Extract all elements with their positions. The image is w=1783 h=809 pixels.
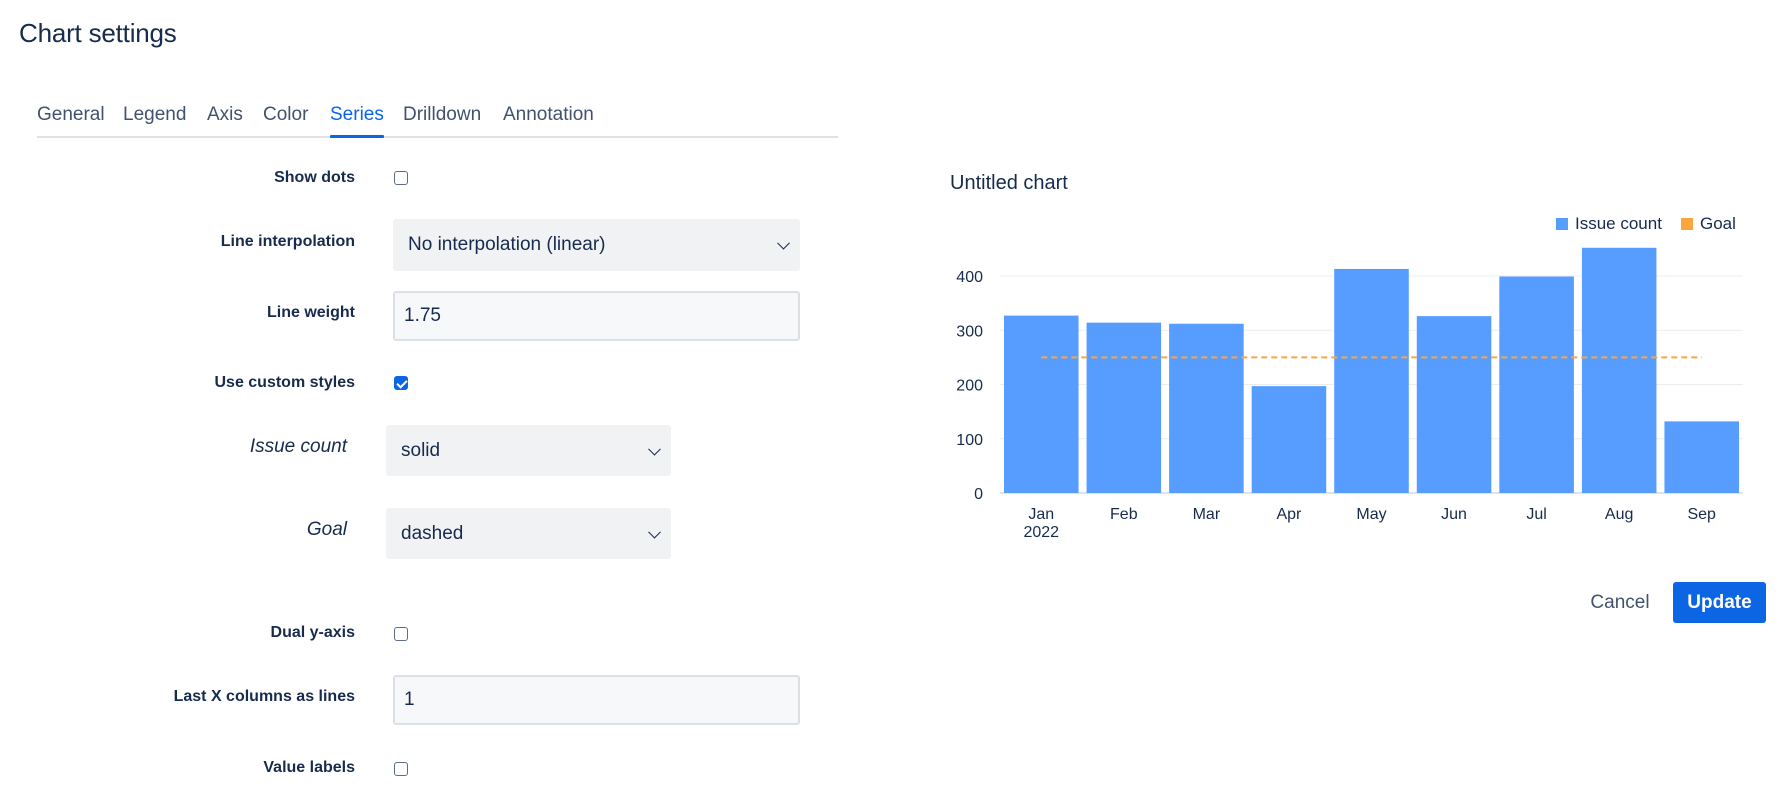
show-dots-label: Show dots: [274, 169, 355, 186]
x-tick-label: Apr: [1276, 506, 1302, 523]
legend-swatch-goal: [1681, 218, 1693, 230]
chart-bars: [1004, 247, 1739, 493]
bar: [1664, 421, 1739, 493]
dual-y-axis-checkbox[interactable]: [394, 627, 408, 641]
show-dots-checkbox[interactable]: [394, 171, 408, 185]
chevron-down-icon: [648, 525, 661, 539]
bar: [1004, 315, 1079, 493]
y-axis-ticks: 0 100 200 300 400: [956, 269, 983, 503]
use-custom-styles-label: Use custom styles: [214, 374, 355, 391]
value-labels-label: Value labels: [263, 759, 355, 776]
tab-annotation[interactable]: Annotation: [503, 104, 594, 125]
use-custom-styles-checkbox[interactable]: [394, 376, 408, 390]
cancel-button[interactable]: Cancel: [1590, 592, 1650, 613]
bar: [1334, 268, 1409, 493]
legend-label-goal: Goal: [1700, 214, 1736, 233]
issue-count-style-select[interactable]: solid: [386, 425, 671, 476]
value-labels-checkbox[interactable]: [394, 762, 408, 776]
bar: [1416, 316, 1492, 493]
chart-title: Untitled chart: [950, 172, 1068, 194]
last-x-columns-label: Last X columns as lines: [173, 688, 355, 705]
bar: [1169, 323, 1244, 493]
bar: [1086, 322, 1162, 493]
legend-swatch-issue-count: [1556, 218, 1568, 230]
x-tick-label: Feb: [1110, 506, 1138, 523]
line-interpolation-select[interactable]: No interpolation (linear): [393, 219, 800, 271]
page-title: Chart settings: [19, 18, 177, 48]
y-tick-label: 100: [956, 432, 983, 449]
chevron-down-icon: [648, 442, 661, 456]
goal-style-select[interactable]: dashed: [386, 508, 671, 559]
legend-item-goal: Goal: [1681, 214, 1736, 234]
x-tick-label: Sep: [1687, 506, 1716, 523]
line-interpolation-value: No interpolation (linear): [408, 234, 606, 255]
goal-style-value: dashed: [401, 522, 464, 544]
line-interpolation-label: Line interpolation: [220, 233, 355, 250]
legend-label-issue-count: Issue count: [1575, 214, 1662, 233]
y-tick-label: 400: [956, 269, 983, 286]
tab-series[interactable]: Series: [330, 104, 384, 138]
tab-axis[interactable]: Axis: [207, 104, 243, 125]
x-tick-sublabel: 2022: [1023, 524, 1059, 540]
tab-legend[interactable]: Legend: [123, 104, 187, 125]
bar: [1581, 247, 1657, 493]
y-tick-label: 300: [956, 323, 983, 340]
issue-count-style-label: Issue count: [249, 436, 347, 457]
legend-item-issue-count: Issue count: [1556, 214, 1662, 234]
x-tick-label: Aug: [1605, 506, 1633, 523]
x-tick-label: Jun: [1441, 506, 1467, 523]
bar: [1251, 386, 1327, 493]
last-x-columns-input[interactable]: 1: [393, 675, 800, 725]
tab-color[interactable]: Color: [263, 104, 309, 125]
line-weight-label: Line weight: [267, 304, 355, 321]
y-tick-label: 0: [974, 486, 983, 503]
tab-drilldown[interactable]: Drilldown: [403, 104, 482, 125]
settings-tabs: General Legend Axis Color Series Drilldo…: [37, 100, 838, 138]
line-weight-input[interactable]: 1.75: [393, 291, 800, 341]
x-tick-label: Jul: [1526, 506, 1546, 523]
x-tick-label: May: [1356, 506, 1386, 523]
dual-y-axis-label: Dual y-axis: [270, 624, 355, 641]
x-tick-label: Mar: [1193, 506, 1221, 523]
update-button[interactable]: Update: [1673, 582, 1766, 623]
goal-style-label: Goal: [306, 519, 347, 540]
issue-count-style-value: solid: [401, 439, 441, 461]
chevron-down-icon: [777, 236, 790, 250]
x-tick-label: Jan: [1028, 506, 1054, 523]
y-tick-label: 200: [956, 378, 983, 395]
bar: [1499, 276, 1574, 493]
tab-general[interactable]: General: [37, 104, 105, 125]
